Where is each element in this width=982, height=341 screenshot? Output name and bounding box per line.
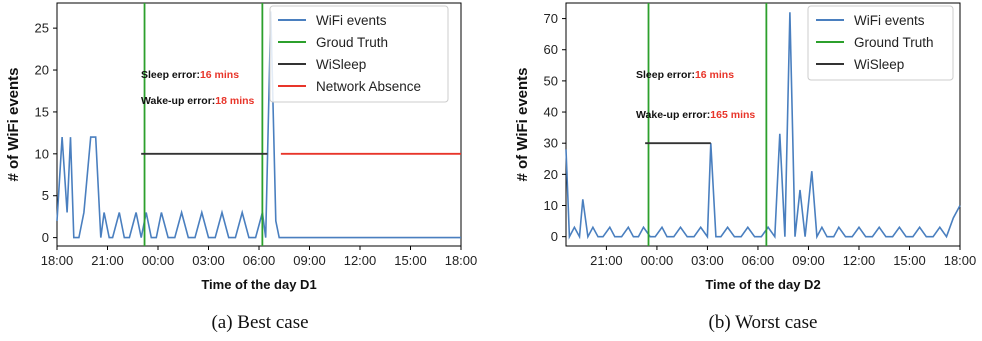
figure-caption: (a) Best case — [211, 312, 308, 333]
y-tick-label: 70 — [544, 11, 558, 26]
y-tick-label: 0 — [42, 230, 49, 245]
y-axis-label: # of WiFi events — [514, 67, 531, 181]
legend-label: Ground Truth — [854, 35, 934, 50]
x-tick-label: 21:00 — [590, 253, 623, 268]
x-tick-label: 00:00 — [641, 253, 674, 268]
x-tick-label: 09:00 — [293, 253, 326, 268]
x-tick-label: 15:00 — [394, 253, 427, 268]
plot-frame — [565, 2, 961, 247]
figure-caption: (b) Worst case — [709, 312, 818, 333]
series-wifi-events-line — [56, 11, 461, 239]
y-tick-label: 20 — [544, 167, 558, 182]
legend-label: WiSleep — [316, 57, 366, 72]
legend-box — [807, 5, 954, 81]
x-tick-label: 18:00 — [445, 253, 478, 268]
y-tick-label: 25 — [35, 21, 49, 36]
annotation-wakeup-error: Wake-up error:18 mins — [141, 95, 255, 107]
legend-label: Network Absence — [316, 79, 421, 94]
y-tick-label: 0 — [551, 229, 558, 244]
chart-worst-case: 0 10 20 30 40 50 60 70 21:00 00:00 03:00 06:00 09:00… — [514, 2, 977, 333]
x-tick-label: 15:00 — [893, 253, 926, 268]
y-tick-label: 60 — [544, 42, 558, 57]
chart-best-case: 0 5 10 15 20 25 18:00 21:00 00:00 03:00 06:00 09:00… — [5, 2, 478, 333]
x-tick-label: 00:00 — [142, 253, 175, 268]
x-tick-label: 18:00 — [944, 253, 977, 268]
x-axis-label: Time of the day D1 — [201, 277, 316, 292]
y-tick-label: 5 — [42, 188, 49, 203]
x-tick-label: 06:00 — [243, 253, 276, 268]
legend-label: WiSleep — [854, 57, 904, 72]
x-tick-label: 12:00 — [843, 253, 876, 268]
annotation-label: Wake-up error: — [636, 109, 710, 121]
y-tick-label: 10 — [35, 146, 49, 161]
y-axis-label: # of WiFi events — [5, 67, 22, 181]
annotation-label: Wake-up error: — [141, 95, 215, 107]
annotation-label: Sleep error: — [636, 69, 695, 81]
x-tick-label: 06:00 — [742, 253, 775, 268]
y-tick-label: 20 — [35, 63, 49, 78]
legend-box — [269, 5, 449, 103]
y-tick-label: 10 — [544, 198, 558, 213]
y-tick-label: 15 — [35, 104, 49, 119]
legend-label: Groud Truth — [316, 35, 388, 50]
x-tick-label: 18:00 — [41, 253, 74, 268]
x-tick-label: 03:00 — [192, 253, 225, 268]
annotation-value: 16 mins — [695, 69, 734, 81]
y-tick-label: 50 — [544, 73, 558, 88]
x-tick-label: 21:00 — [91, 253, 124, 268]
series-wifi-events-line — [565, 12, 961, 240]
annotation-value: 165 mins — [710, 109, 755, 121]
annotation-sleep-error: Sleep error:16 mins — [141, 69, 239, 81]
annotation-wakeup-error: Wake-up error:165 mins — [636, 109, 755, 121]
legend-label: WiFi events — [316, 13, 387, 28]
y-tick-label: 30 — [544, 136, 558, 151]
legend-label: WiFi events — [854, 13, 925, 28]
x-tick-label: 03:00 — [691, 253, 724, 268]
x-axis-label: Time of the day D2 — [705, 277, 820, 292]
y-tick-label: 40 — [544, 105, 558, 120]
x-tick-label: 09:00 — [792, 253, 825, 268]
annotation-sleep-error: Sleep error:16 mins — [636, 69, 734, 81]
annotation-label: Sleep error: — [141, 69, 200, 81]
x-tick-label: 12:00 — [344, 253, 377, 268]
annotation-value: 16 mins — [200, 69, 239, 81]
annotation-value: 18 mins — [215, 95, 254, 107]
